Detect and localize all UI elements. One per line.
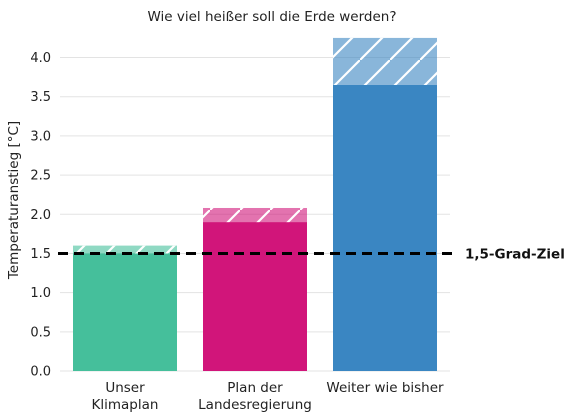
y-tick-label: 1.5 (30, 247, 51, 262)
x-tick-label: Plan der (227, 380, 283, 396)
x-tick-label: Weiter wie bisher (326, 380, 444, 396)
y-tick-label: 1.0 (30, 286, 51, 301)
y-tick-label: 4.0 (30, 51, 51, 66)
y-tick-label: 0.5 (30, 325, 51, 340)
y-tick-label: 2.0 (30, 208, 51, 223)
y-tick-label: 2.5 (30, 169, 51, 184)
reference-line-label: 1,5-Grad-Ziel (465, 246, 565, 262)
bar (333, 84, 437, 371)
bar (73, 253, 177, 371)
bars (73, 37, 437, 371)
y-tick-label: 0.0 (30, 365, 51, 380)
bar (203, 222, 307, 371)
y-tick-labels: 0.0 0.5 1.0 1.5 2.0 2.5 3.0 3.5 4.0 (30, 51, 51, 379)
x-tick-label: Landesregierung (198, 397, 312, 413)
y-tick-label: 3.0 (30, 129, 51, 144)
y-tick-label: 3.5 (30, 90, 51, 105)
reference-line-group: 1,5-Grad-Ziel (58, 246, 565, 262)
y-axis-label: Temperaturanstieg [°C] (6, 121, 22, 280)
x-tick-label: Klimaplan (92, 397, 159, 413)
x-tick-label: Unser (105, 380, 145, 396)
chart-title: Wie viel heißer soll die Erde werden? (147, 9, 396, 25)
